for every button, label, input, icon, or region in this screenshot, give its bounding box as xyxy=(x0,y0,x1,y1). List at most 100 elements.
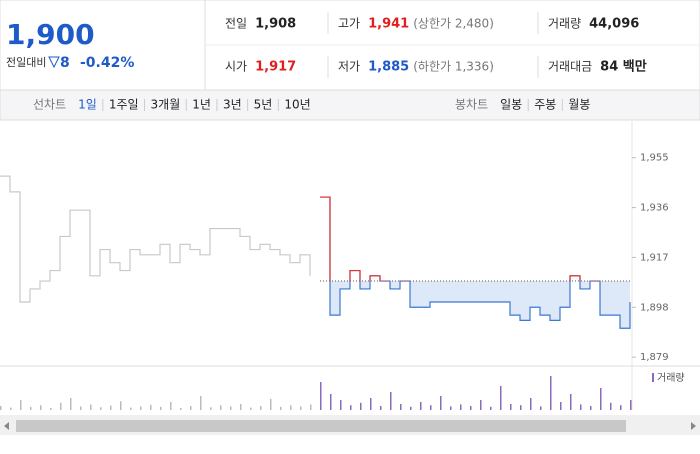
down-arrow xyxy=(48,56,60,69)
volume-bar xyxy=(20,400,22,410)
stat-value: 1,917 xyxy=(255,60,296,75)
y-tick-label: 1,936 xyxy=(640,203,669,214)
stat-extra: (상한가 2,480) xyxy=(413,17,494,31)
volume-bar xyxy=(260,406,262,410)
tab[interactable]: 1년 xyxy=(192,98,211,112)
volume-bar xyxy=(450,406,452,410)
volume-bar xyxy=(500,386,502,410)
price-line xyxy=(0,175,311,303)
volume-bar xyxy=(480,400,482,410)
legend-label: 거래량 xyxy=(657,372,685,384)
volume-bar xyxy=(610,402,612,410)
volume-bar xyxy=(570,394,572,410)
volume-bar xyxy=(510,404,512,410)
volume-bar xyxy=(330,394,332,410)
volume-bar xyxy=(420,402,422,410)
tab[interactable]: 주봉 xyxy=(534,98,556,112)
y-tick-label: 1,898 xyxy=(640,302,669,313)
tab[interactable]: 1주일 xyxy=(109,98,139,112)
change: 8 xyxy=(60,55,70,71)
stat-value: 84 백만 xyxy=(600,59,647,75)
volume-bar xyxy=(360,402,362,410)
volume-bar xyxy=(430,405,432,410)
volume-bar xyxy=(390,392,392,410)
stat-label: 거래대금 xyxy=(548,60,592,74)
stat-value: 1,941 xyxy=(368,17,409,32)
volume-bar xyxy=(400,404,402,410)
tab-group-label: 봉차트 xyxy=(455,98,488,112)
price-line-above xyxy=(320,196,601,282)
y-tick-label: 1,879 xyxy=(640,352,669,363)
stat-value: 44,096 xyxy=(589,17,639,32)
volume-bar xyxy=(620,405,622,410)
volume-bar xyxy=(440,396,442,410)
y-tick-label: 1,917 xyxy=(640,252,669,263)
volume-bar xyxy=(60,402,62,410)
volume-bar xyxy=(460,404,462,410)
volume-bar xyxy=(200,396,202,410)
volume-bar xyxy=(560,402,562,410)
volume-bar xyxy=(70,398,72,410)
volume-bar xyxy=(190,406,192,410)
tab[interactable]: 1일 xyxy=(78,98,97,112)
tab-group-label: 선차트 xyxy=(33,98,66,112)
tab[interactable]: 일봉 xyxy=(500,98,522,112)
volume-bar xyxy=(90,404,92,410)
stat-label: 전일 xyxy=(225,17,247,31)
tab[interactable]: 월봉 xyxy=(568,98,590,112)
stat-label: 저가 xyxy=(338,60,360,74)
volume-bar xyxy=(630,400,632,410)
tab[interactable]: 5년 xyxy=(254,98,273,112)
volume-bar xyxy=(30,406,32,410)
volume-bar xyxy=(370,398,372,410)
volume-bar xyxy=(220,405,222,410)
volume-bar xyxy=(120,401,122,410)
volume-bar xyxy=(280,406,282,410)
scroll-right[interactable] xyxy=(691,422,696,430)
volume-bar xyxy=(320,382,322,410)
volume-bar xyxy=(230,406,232,410)
volume-bar xyxy=(590,406,592,410)
change-label: 전일대비 xyxy=(6,55,46,69)
change-pct: -0.42% xyxy=(80,55,134,71)
area-fill xyxy=(320,281,630,329)
stat-extra: (하한가 1,336) xyxy=(413,60,494,74)
scrollbar-thumb[interactable] xyxy=(16,420,626,432)
volume-bar xyxy=(80,406,82,410)
volume-bar xyxy=(600,388,602,410)
volume-bar xyxy=(470,406,472,410)
volume-bar xyxy=(10,407,12,410)
volume-bar xyxy=(130,407,132,410)
volume-bar xyxy=(350,405,352,410)
stat-value: 1,885 xyxy=(368,60,409,75)
volume-bar xyxy=(100,407,102,410)
volume-bar xyxy=(160,406,162,410)
volume-bar xyxy=(520,405,522,410)
volume-bar xyxy=(50,408,52,410)
volume-bar xyxy=(490,406,492,410)
volume-bar xyxy=(540,406,542,410)
volume-bar xyxy=(270,398,272,410)
tab[interactable]: 3개월 xyxy=(151,98,181,112)
stat-value: 1,908 xyxy=(255,17,296,32)
volume-bar xyxy=(380,406,382,410)
volume-bar xyxy=(250,407,252,410)
volume-bar xyxy=(40,405,42,410)
volume-bar xyxy=(110,405,112,410)
y-tick-label: 1,955 xyxy=(640,153,669,164)
volume-bar xyxy=(170,402,172,410)
volume-bar xyxy=(150,404,152,410)
volume-bar xyxy=(550,376,552,410)
tab[interactable]: 3년 xyxy=(223,98,242,112)
volume-bar xyxy=(140,406,142,410)
stat-label: 시가 xyxy=(225,60,247,74)
volume-bar xyxy=(290,405,292,410)
price: 1,900 xyxy=(6,18,95,51)
tab-bar xyxy=(0,89,700,121)
volume-bar xyxy=(0,406,2,410)
tab[interactable]: 10년 xyxy=(284,98,310,112)
stat-label: 고가 xyxy=(338,17,360,31)
scroll-left[interactable] xyxy=(4,422,9,430)
